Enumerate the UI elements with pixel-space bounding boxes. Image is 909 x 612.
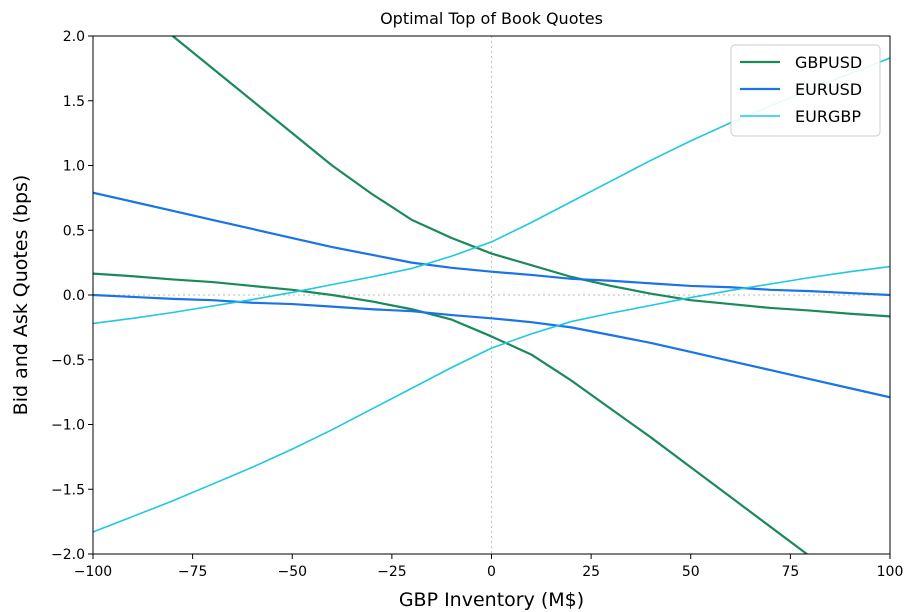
series-line-gbpusd-ask — [171, 36, 890, 318]
x-axis: −100 −75 −50 −25 0 25 50 75 100 — [74, 554, 904, 580]
x-tick-label: −50 — [277, 564, 307, 580]
chart-title: Optimal Top of Book Quotes — [380, 9, 603, 28]
x-tick-label: −100 — [74, 564, 112, 580]
y-tick-label: −0.5 — [51, 353, 85, 369]
x-tick-label: 50 — [682, 564, 700, 580]
y-axis-label: Bid and Ask Quotes (bps) — [10, 175, 32, 416]
x-tick-label: 0 — [487, 564, 496, 580]
x-tick-label: −75 — [178, 564, 208, 580]
legend-label-eurusd: EURUSD — [795, 80, 862, 99]
x-tick-label: 100 — [877, 564, 904, 580]
x-tick-label: 75 — [781, 564, 799, 580]
y-tick-label: 0.0 — [63, 288, 85, 304]
series-line-gbpusd-bid — [93, 272, 809, 554]
series-line-eurusd-bid — [93, 293, 890, 399]
y-tick-label: −2.0 — [51, 547, 85, 563]
x-tick-label: −25 — [377, 564, 407, 580]
y-tick-label: 1.5 — [63, 94, 85, 110]
reference-lines — [93, 36, 890, 554]
series-line-eurusd-ask — [93, 191, 890, 297]
x-axis-label: GBP Inventory (M$) — [399, 589, 584, 611]
legend-box — [730, 44, 881, 137]
y-tick-label: −1.5 — [51, 482, 85, 498]
legend: GBPUSD EURUSD EURGBP — [730, 44, 881, 137]
y-tick-label: 2.0 — [63, 29, 85, 45]
legend-label-eurgbp: EURGBP — [795, 107, 861, 126]
y-axis: −2.0 −1.5 −1.0 −0.5 0.0 0.5 1.0 1.5 2.0 — [51, 29, 93, 563]
legend-label-gbpusd: GBPUSD — [795, 53, 862, 72]
y-tick-label: 0.5 — [63, 223, 85, 239]
y-tick-label: 1.0 — [63, 159, 85, 175]
series-line-eurgbp-bid — [93, 265, 890, 533]
y-tick-label: −1.0 — [51, 418, 85, 434]
x-tick-label: 25 — [582, 564, 600, 580]
